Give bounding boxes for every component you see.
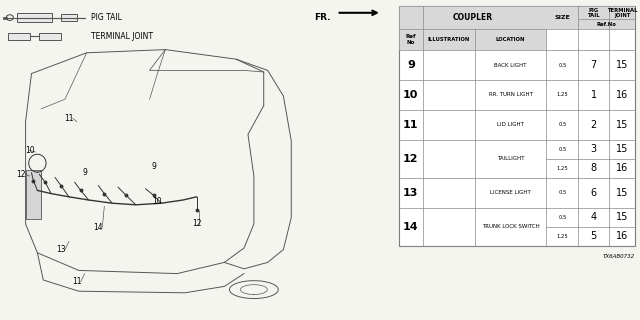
Text: 6: 6	[591, 188, 597, 198]
Text: 15: 15	[616, 188, 628, 198]
Text: 12: 12	[403, 154, 419, 164]
Text: TERMINAL
JOINT: TERMINAL JOINT	[607, 8, 637, 19]
Text: 8: 8	[591, 163, 597, 173]
Text: RR. TURN LIGHT: RR. TURN LIGHT	[489, 92, 532, 97]
Text: 9: 9	[407, 60, 415, 70]
Text: Ref
No: Ref No	[406, 35, 416, 45]
Bar	[8, 33, 29, 40]
Text: 10: 10	[152, 197, 163, 206]
Bar	[17, 13, 52, 22]
Text: 0.5: 0.5	[558, 122, 566, 127]
Text: COUPLER: COUPLER	[452, 13, 493, 22]
Text: 10: 10	[25, 146, 35, 155]
Text: BACK LIGHT: BACK LIGHT	[494, 63, 527, 68]
Bar	[26, 170, 42, 219]
Text: PIG
TAIL: PIG TAIL	[588, 8, 600, 19]
Text: 5: 5	[591, 231, 597, 242]
Text: LICENSE LIGHT: LICENSE LIGHT	[490, 190, 531, 195]
Text: ILLUSTRATION: ILLUSTRATION	[428, 37, 470, 42]
Text: 7: 7	[591, 60, 597, 70]
Text: 10: 10	[403, 90, 419, 100]
Text: 0.5: 0.5	[558, 63, 566, 68]
Text: 12: 12	[192, 220, 202, 228]
Text: 0.5: 0.5	[558, 147, 566, 152]
Text: LID LIGHT: LID LIGHT	[497, 122, 524, 127]
Text: 15: 15	[616, 60, 628, 70]
Text: 13: 13	[56, 245, 66, 254]
Text: 15: 15	[616, 144, 628, 154]
Text: FR.: FR.	[314, 13, 331, 22]
Text: TRUNK LOCK SWITCH: TRUNK LOCK SWITCH	[482, 224, 540, 229]
Text: 4: 4	[591, 212, 597, 222]
Text: 1.25: 1.25	[557, 234, 568, 239]
Text: 12: 12	[16, 170, 25, 179]
Text: 1.25: 1.25	[557, 166, 568, 171]
Text: 16: 16	[616, 231, 628, 242]
Bar	[399, 29, 547, 50]
Text: 16: 16	[616, 163, 628, 173]
Text: 15: 15	[616, 120, 628, 130]
Text: 9: 9	[82, 168, 87, 177]
Text: Ref.No: Ref.No	[596, 22, 617, 27]
Text: TERMINAL JOINT: TERMINAL JOINT	[90, 32, 152, 41]
Text: TAILLIGHT: TAILLIGHT	[497, 156, 524, 161]
Text: 3: 3	[591, 144, 597, 154]
Text: 11: 11	[72, 277, 81, 286]
Text: 14: 14	[403, 222, 419, 232]
Text: TX6AB0732: TX6AB0732	[603, 254, 635, 259]
Bar	[61, 14, 77, 21]
Text: 15: 15	[616, 212, 628, 222]
Bar	[399, 6, 635, 29]
Text: 1.25: 1.25	[557, 92, 568, 97]
Text: 2: 2	[591, 120, 597, 130]
Bar	[40, 33, 61, 40]
Text: 0.5: 0.5	[558, 215, 566, 220]
Text: 1: 1	[591, 90, 597, 100]
Bar	[399, 6, 635, 246]
Text: 0.5: 0.5	[558, 190, 566, 195]
Text: SIZE: SIZE	[554, 15, 570, 20]
Text: 11: 11	[403, 120, 419, 130]
Text: 9: 9	[151, 162, 156, 171]
Text: LOCATION: LOCATION	[496, 37, 525, 42]
Text: 11: 11	[64, 114, 74, 123]
Text: PIG TAIL: PIG TAIL	[90, 13, 122, 22]
Text: 14: 14	[93, 223, 103, 232]
Text: 16: 16	[616, 90, 628, 100]
Text: 13: 13	[403, 188, 419, 198]
